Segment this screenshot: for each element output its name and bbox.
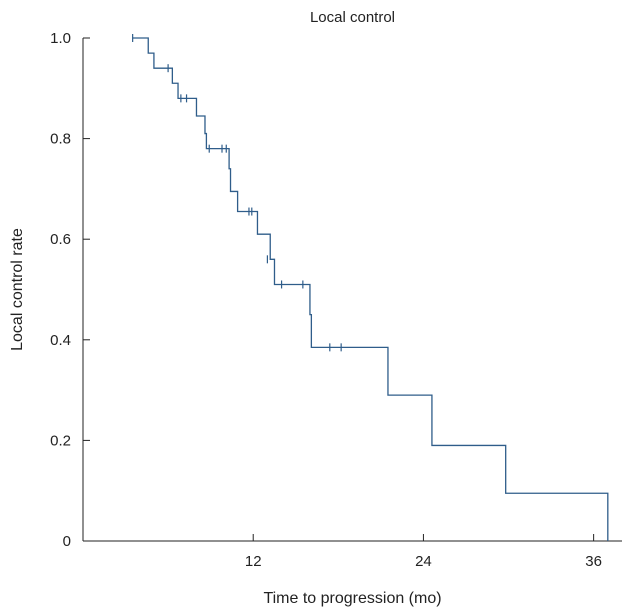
step-point [148,52,149,53]
plot-series [132,34,609,541]
step-point [177,98,178,99]
y-axis: 0 0.2 0.4 0.6 0.8 1.0 [50,30,90,550]
y-tick-label: 0.4 [50,332,71,349]
step-point [431,445,432,446]
step-point [230,191,231,192]
step-point [196,115,197,116]
step-point [172,83,173,84]
y-tick-label: 0.6 [50,231,71,248]
step-point [387,395,388,396]
step-point [237,211,238,212]
x-tick-label: 24 [415,553,432,570]
y-tick-label: 0.8 [50,131,71,148]
step-point [228,168,229,169]
x-axis: 12 24 36 [83,534,622,570]
step-point [274,284,275,285]
y-axis-label: Local control rate [9,228,26,351]
step-point [309,314,310,315]
x-tick-label: 36 [585,553,602,570]
step-point [505,493,506,494]
x-axis-label: Time to progression (mo) [263,590,441,607]
step-point [257,234,258,235]
y-tick-label: 0 [63,533,71,550]
step-point [270,259,271,260]
y-tick-label: 1.0 [50,30,71,47]
step-point [206,148,207,149]
y-tick-label: 0.2 [50,432,71,449]
chart-title: Local control [310,9,395,26]
step-point [153,68,154,69]
step-point [607,540,608,541]
x-tick-label: 12 [245,553,262,570]
step-point [311,347,312,348]
survival-step-line [132,37,609,541]
step-point [204,133,205,134]
